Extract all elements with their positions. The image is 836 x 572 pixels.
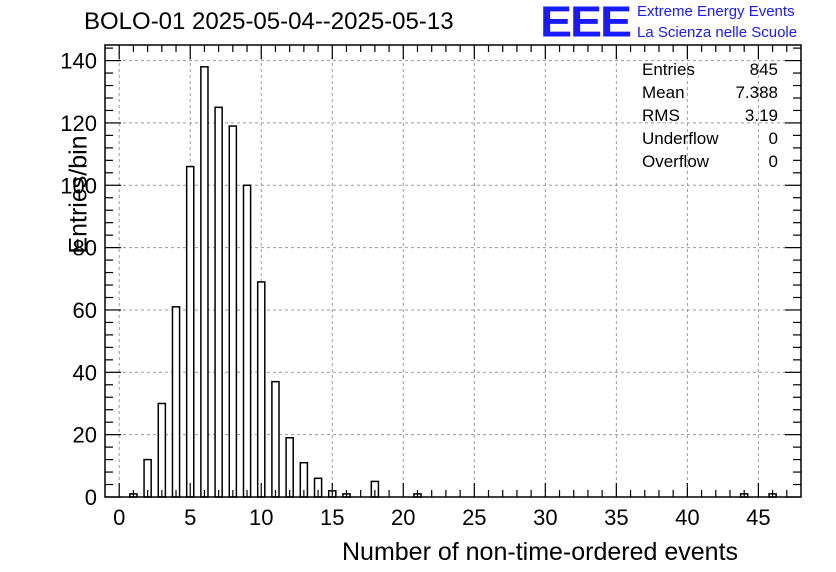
stat-underflow-label: Underflow (642, 129, 719, 148)
bar-x10 (256, 281, 266, 498)
stat-overflow-label: Overflow (642, 152, 710, 171)
x-tick-label-25: 25 (462, 505, 486, 530)
stat-underflow-value: 0 (768, 129, 778, 148)
eee-logo-mark: EEE (540, 0, 632, 47)
plot-frame (104, 44, 802, 498)
stat-entries-value: 845 (749, 60, 778, 79)
y-tick-label-20: 20 (73, 423, 97, 448)
y-tick-label-80: 80 (73, 236, 97, 261)
y-tick-label-100: 100 (60, 173, 97, 198)
y-tick-label-40: 40 (73, 360, 97, 385)
bar-x3 (157, 402, 167, 498)
bar-x7 (214, 106, 223, 498)
stat-rms-value: 3.19 (744, 106, 778, 125)
y-tick-labels: 0 20 40 60 80 100 120 140 (60, 49, 97, 510)
y-tick-label-120: 120 (60, 111, 97, 136)
bar-x12 (285, 437, 294, 498)
x-tick-label-5: 5 (184, 505, 196, 530)
y-tick-label-0: 0 (85, 485, 97, 510)
grid-lines (105, 45, 801, 497)
x-tick-label-0: 0 (113, 505, 125, 530)
logo-text-line2: La Scienza nelle Scuole (637, 24, 798, 41)
x-tick-label-20: 20 (391, 505, 415, 530)
chart-title: BOLO-01 2025-05-04--2025-05-13 (84, 8, 454, 35)
x-tick-label-30: 30 (533, 505, 557, 530)
bar-x5 (185, 165, 195, 498)
x-tick-label-45: 45 (746, 505, 770, 530)
stat-rms-label: RMS (642, 106, 680, 125)
bar-x6 (200, 66, 209, 498)
bar-x9 (242, 184, 252, 498)
x-tick-labels: 0 5 10 15 20 25 30 35 40 45 (113, 505, 771, 530)
x-tick-label-15: 15 (320, 505, 344, 530)
y-tick-label-60: 60 (73, 298, 97, 323)
x-tick-label-10: 10 (249, 505, 273, 530)
axis-ticks (105, 45, 801, 498)
x-tick-label-40: 40 (675, 505, 699, 530)
bar-x8 (228, 125, 238, 498)
x-tick-label-35: 35 (604, 505, 628, 530)
stat-mean-label: Mean (642, 83, 685, 102)
y-axis-label: Entries/bin (64, 135, 93, 254)
stat-entries-label: Entries (642, 60, 695, 79)
bar-x4 (171, 306, 181, 498)
x-axis-label: Number of non-time-ordered events (342, 538, 739, 566)
stat-mean-value: 7.388 (735, 83, 778, 102)
y-tick-label-140: 140 (60, 49, 97, 74)
stat-overflow-value: 0 (768, 152, 778, 171)
bar-x11 (271, 380, 280, 498)
logo-text-line1: Extreme Energy Events (637, 3, 795, 20)
